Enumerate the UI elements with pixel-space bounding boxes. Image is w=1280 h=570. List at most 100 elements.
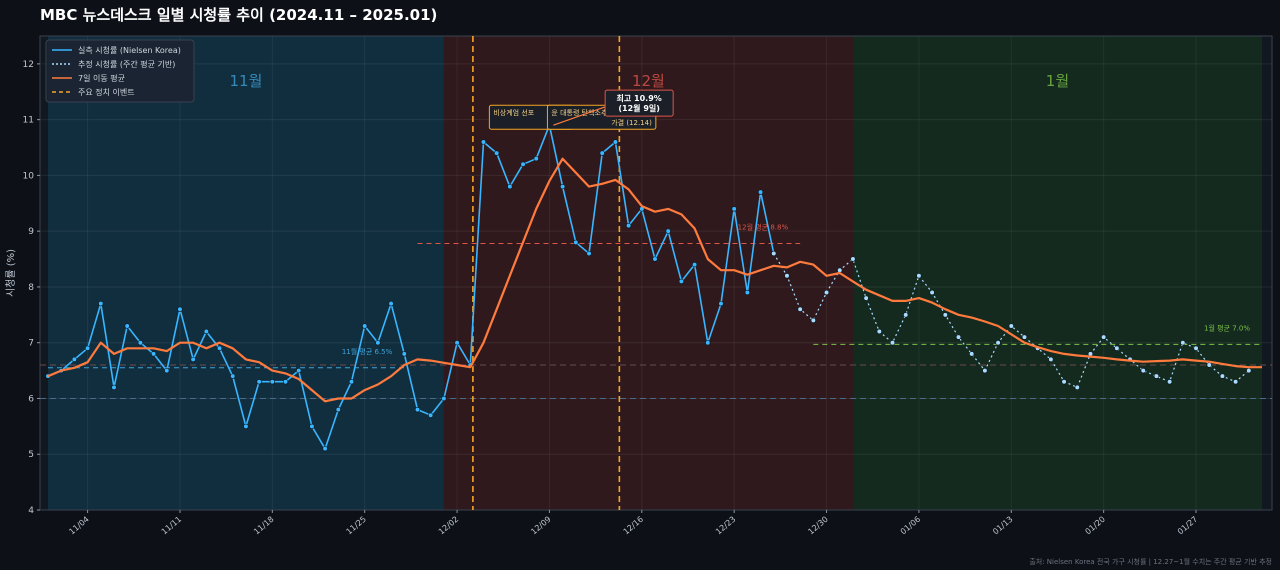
peak-label-date: (12월 9일)	[618, 103, 660, 113]
x-tick-label: 12/02	[437, 515, 460, 537]
month-average-label-1: 11월 평균 6.5%	[342, 347, 393, 356]
data-point-estimated	[1008, 323, 1014, 329]
data-point-measured	[533, 156, 539, 162]
data-point-measured	[309, 423, 315, 429]
data-point-measured	[454, 340, 460, 346]
data-point-measured	[243, 423, 249, 429]
month-region-3	[852, 36, 1262, 510]
x-tick-label: 11/25	[345, 515, 368, 537]
data-point-estimated	[982, 367, 988, 374]
data-point-measured	[203, 328, 209, 335]
data-point-measured	[335, 407, 341, 413]
data-point-estimated	[916, 273, 922, 279]
legend: 실측 시청률 (Nielsen Korea) 추정 시청률 (주간 평균 기반) 7…	[45, 39, 195, 103]
data-point-measured	[348, 379, 355, 385]
data-point-measured	[612, 139, 619, 145]
data-point-measured	[494, 150, 500, 156]
y-tick-label: 12	[23, 60, 34, 70]
data-point-measured	[744, 289, 750, 296]
y-axis-label: 시청률 (%)	[5, 249, 17, 297]
x-tick-label: 11/18	[252, 515, 275, 537]
data-point-measured	[322, 446, 328, 452]
data-point-estimated	[1219, 373, 1226, 379]
data-point-estimated	[1021, 334, 1028, 340]
data-point-estimated	[955, 334, 962, 340]
data-point-measured	[573, 239, 579, 245]
data-point-measured	[586, 250, 592, 257]
y-tick-label: 8	[28, 283, 34, 293]
data-point-estimated	[995, 340, 1001, 346]
month-region-label-1: 11월	[229, 72, 262, 90]
y-tick-label: 6	[28, 394, 34, 404]
data-point-estimated	[784, 273, 790, 279]
data-point-estimated	[1048, 356, 1054, 363]
peak-annotation: 최고 10.9%(12월 9일)	[553, 89, 674, 126]
data-point-measured	[665, 228, 671, 234]
data-point-estimated	[823, 289, 830, 296]
x-tick-label: 12/16	[622, 515, 645, 537]
month-average-label-2: 12월 평균 8.8%	[738, 222, 789, 231]
data-point-measured	[111, 384, 117, 390]
data-point-measured	[428, 412, 434, 418]
data-point-estimated	[942, 312, 948, 318]
data-point-measured	[164, 367, 170, 374]
data-point-measured	[190, 356, 196, 363]
data-point-measured	[678, 278, 684, 284]
data-point-measured	[560, 183, 566, 190]
data-point-estimated	[1061, 379, 1067, 385]
data-point-measured	[599, 150, 605, 156]
data-point-estimated	[1180, 340, 1186, 346]
data-point-measured	[401, 351, 407, 357]
x-tick-label: 12/23	[714, 515, 737, 537]
data-point-measured	[626, 223, 632, 229]
x-tick-label: 12/09	[529, 515, 552, 537]
y-tick-label: 9	[28, 227, 34, 237]
y-tick-label: 7	[28, 339, 34, 349]
data-point-estimated	[929, 289, 935, 296]
data-point-measured	[480, 139, 487, 145]
data-point-measured	[269, 379, 275, 385]
x-tick-label: 12/30	[806, 515, 829, 537]
data-point-estimated	[1193, 345, 1199, 351]
legend-label: 주요 정치 이벤트	[78, 87, 135, 97]
x-tick-label: 11/11	[160, 515, 183, 537]
data-point-measured	[652, 256, 658, 262]
data-point-estimated	[1101, 334, 1107, 340]
legend-label: 추정 시청률 (주간 평균 기반)	[78, 59, 175, 69]
peak-label-value: 최고 10.9%	[617, 93, 662, 103]
source-note: 출처: Nielsen Korea 전국 가구 시청률 | 12.27~1월 수…	[1029, 558, 1272, 566]
data-point-measured	[507, 183, 513, 190]
data-point-measured	[362, 323, 368, 329]
data-point-measured	[230, 373, 236, 379]
data-point-estimated	[1114, 345, 1120, 351]
peak-label-box	[604, 89, 674, 117]
legend-box	[45, 39, 195, 103]
data-point-measured	[731, 206, 737, 212]
data-point-estimated	[797, 306, 803, 312]
event-annotation-text: 비상계엄 선포	[493, 108, 534, 117]
x-tick-label: 01/27	[1176, 515, 1199, 537]
data-point-measured	[216, 345, 223, 351]
data-point-estimated	[889, 340, 896, 346]
data-point-measured	[691, 262, 698, 268]
peak-arrow	[553, 105, 608, 126]
data-point-measured	[757, 189, 764, 195]
data-point-estimated	[969, 351, 975, 357]
data-point-estimated	[1206, 362, 1212, 368]
x-tick-label: 01/06	[899, 515, 922, 537]
data-point-estimated	[1233, 379, 1239, 385]
data-point-estimated	[903, 312, 909, 318]
legend-label: 실측 시청률 (Nielsen Korea)	[78, 45, 181, 55]
chart-title: MBC 뉴스데스크 일별 시청률 추이 (2024.11 – 2025.01)	[40, 6, 438, 24]
month-average-label-3: 1월 평균 7.0%	[1204, 323, 1250, 332]
y-tick-label: 10	[23, 171, 35, 181]
data-point-estimated	[1074, 384, 1080, 390]
data-point-estimated	[1140, 367, 1146, 374]
data-point-measured	[150, 351, 157, 357]
y-tick-label: 4	[28, 506, 34, 516]
data-point-estimated	[863, 295, 869, 301]
x-tick-label: 01/13	[991, 515, 1014, 537]
data-point-estimated	[810, 317, 816, 324]
x-tick-label: 01/20	[1083, 515, 1106, 537]
